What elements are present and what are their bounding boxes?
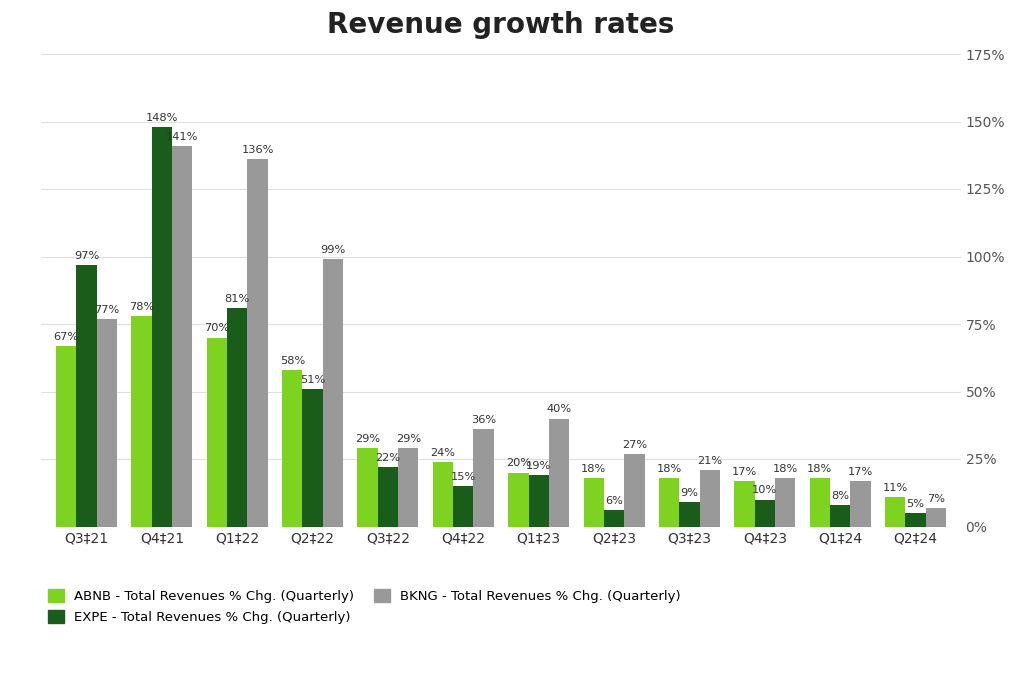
Bar — [473, 429, 494, 526]
Text: 97%: 97% — [74, 250, 99, 261]
Text: 19%: 19% — [526, 461, 552, 471]
Text: 8%: 8% — [832, 491, 849, 501]
Bar — [754, 500, 775, 526]
Text: 17%: 17% — [848, 466, 873, 477]
Text: 27%: 27% — [622, 439, 647, 450]
Bar — [378, 467, 398, 526]
Bar — [549, 418, 569, 526]
Bar — [529, 475, 549, 526]
Text: 81%: 81% — [224, 294, 250, 304]
Bar — [173, 146, 192, 526]
Text: 67%: 67% — [54, 331, 79, 342]
Bar — [680, 502, 699, 526]
Bar — [152, 127, 173, 527]
Bar — [227, 308, 248, 526]
Bar — [584, 478, 604, 526]
Bar — [97, 319, 117, 526]
Text: 6%: 6% — [605, 496, 623, 506]
Bar — [131, 316, 152, 526]
Text: 51%: 51% — [300, 375, 325, 385]
Text: 17%: 17% — [731, 466, 757, 477]
Text: 70%: 70% — [205, 323, 229, 333]
Text: 18%: 18% — [807, 464, 833, 474]
Bar — [734, 481, 754, 526]
Bar — [624, 454, 645, 526]
Text: 9%: 9% — [681, 488, 698, 498]
Bar — [659, 478, 680, 526]
Text: 136%: 136% — [242, 145, 274, 155]
Bar — [699, 470, 720, 526]
Bar — [905, 513, 926, 526]
Text: 5%: 5% — [907, 499, 925, 509]
Bar — [604, 510, 624, 526]
Text: 15%: 15% — [450, 472, 476, 482]
Bar — [453, 486, 473, 526]
Text: 18%: 18% — [773, 464, 797, 474]
Text: 7%: 7% — [927, 493, 945, 504]
Legend: ABNB - Total Revenues % Chg. (Quarterly), EXPE - Total Revenues % Chg. (Quarterl: ABNB - Total Revenues % Chg. (Quarterly)… — [48, 589, 681, 624]
Bar — [398, 448, 418, 526]
Bar — [76, 265, 97, 526]
Text: 77%: 77% — [94, 304, 120, 315]
Text: 29%: 29% — [396, 434, 420, 444]
Text: 18%: 18% — [582, 464, 606, 474]
Text: 21%: 21% — [697, 456, 722, 466]
Text: 99%: 99% — [320, 245, 346, 255]
Bar — [322, 259, 343, 526]
Bar — [56, 346, 76, 526]
Text: 40%: 40% — [546, 404, 571, 414]
Bar — [248, 159, 268, 526]
Bar — [850, 481, 871, 526]
Text: 58%: 58% — [280, 356, 305, 366]
Text: 22%: 22% — [375, 453, 401, 463]
Text: 24%: 24% — [431, 448, 456, 458]
Bar — [303, 389, 322, 526]
Bar — [885, 497, 905, 526]
Bar — [926, 508, 946, 526]
Text: 29%: 29% — [355, 434, 380, 444]
Text: 36%: 36% — [471, 415, 496, 425]
Text: 20%: 20% — [506, 458, 531, 468]
Bar — [433, 462, 453, 526]
Text: 11%: 11% — [882, 483, 908, 493]
Text: 141%: 141% — [166, 132, 198, 142]
Text: 10%: 10% — [752, 485, 778, 495]
Bar — [508, 472, 529, 526]
Bar — [810, 478, 829, 526]
Bar — [357, 448, 378, 526]
Bar — [282, 370, 303, 526]
Bar — [829, 505, 850, 526]
Bar — [775, 478, 795, 526]
Text: 18%: 18% — [656, 464, 682, 474]
Text: 78%: 78% — [129, 302, 154, 312]
Text: 148%: 148% — [146, 113, 178, 123]
Title: Revenue growth rates: Revenue growth rates — [327, 11, 675, 39]
Bar — [207, 338, 227, 526]
